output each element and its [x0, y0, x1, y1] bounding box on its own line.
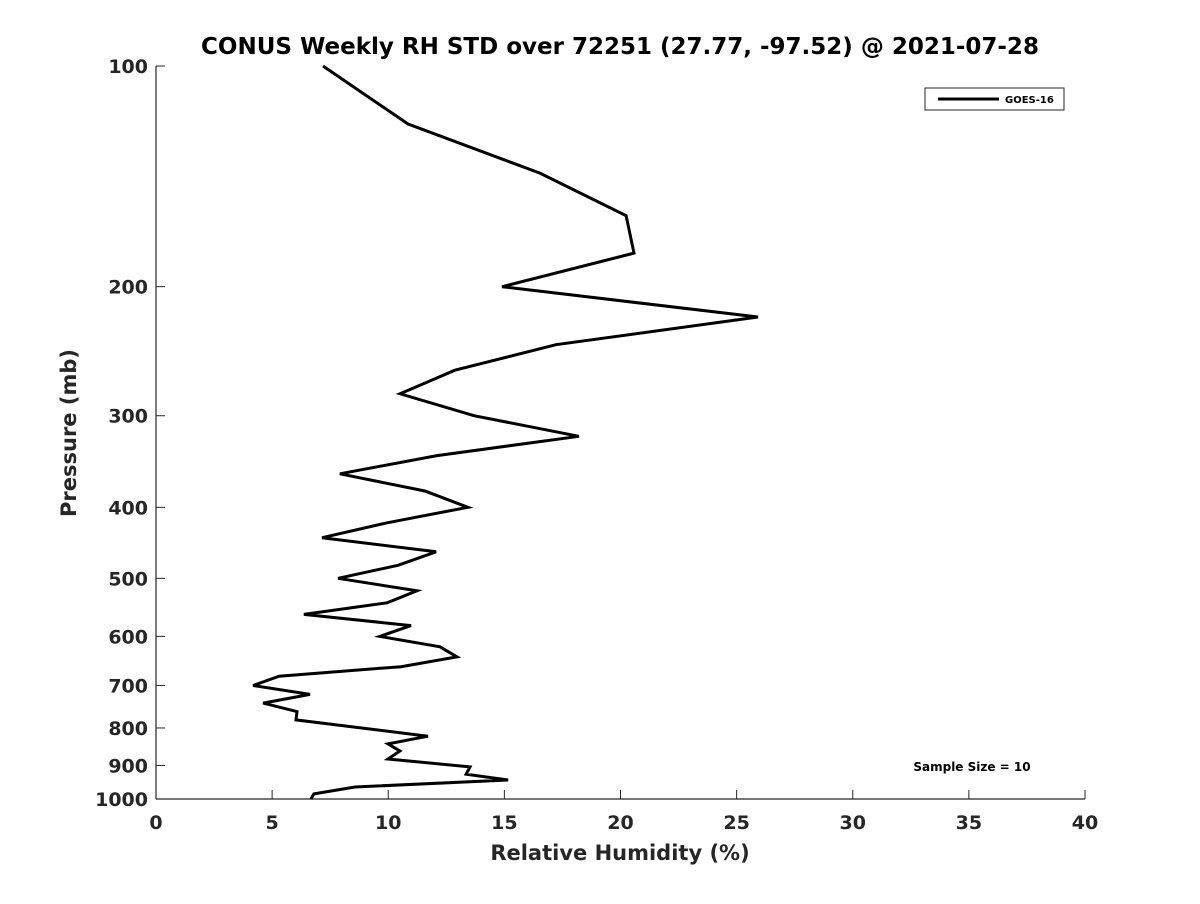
chart-title: CONUS Weekly RH STD over 72251 (27.77, -…: [201, 34, 1039, 60]
y-tick-label: 800: [108, 718, 148, 740]
x-tick-label: 30: [840, 812, 866, 834]
legend-label-goes-16: GOES-16: [1005, 95, 1054, 106]
y-tick-label: 900: [108, 755, 148, 777]
x-ticks: 0 5 10 15 20 25 30 35 40: [149, 790, 1098, 834]
y-tick-label: 200: [108, 277, 148, 299]
x-tick-label: 15: [491, 812, 517, 834]
y-tick-label: 100: [108, 56, 148, 78]
x-tick-label: 40: [1072, 812, 1098, 834]
series-line-goes-16: [252, 64, 759, 800]
y-tick-label: 600: [108, 626, 148, 648]
x-tick-label: 5: [266, 812, 279, 834]
y-ticks: 100 200 300 400 500 600 700 800 900 1000: [95, 56, 165, 811]
y-tick-label: 1000: [95, 789, 148, 811]
x-tick-label: 0: [149, 812, 162, 834]
x-axis-label: Relative Humidity (%): [490, 841, 749, 865]
axes: [155, 66, 1085, 800]
legend: GOES-16: [924, 87, 1065, 111]
y-tick-label: 400: [108, 497, 148, 519]
y-tick-label: 700: [108, 675, 148, 697]
y-axis-label: Pressure (mb): [57, 349, 81, 517]
y-tick-label: 300: [108, 406, 148, 428]
x-tick-label: 20: [607, 812, 633, 834]
x-tick-label: 10: [375, 812, 401, 834]
sample-size-annotation: Sample Size = 10: [913, 760, 1030, 774]
y-tick-label: 500: [108, 568, 148, 590]
x-tick-label: 35: [956, 812, 982, 834]
series-layer: [252, 64, 759, 800]
x-tick-label: 25: [723, 812, 749, 834]
